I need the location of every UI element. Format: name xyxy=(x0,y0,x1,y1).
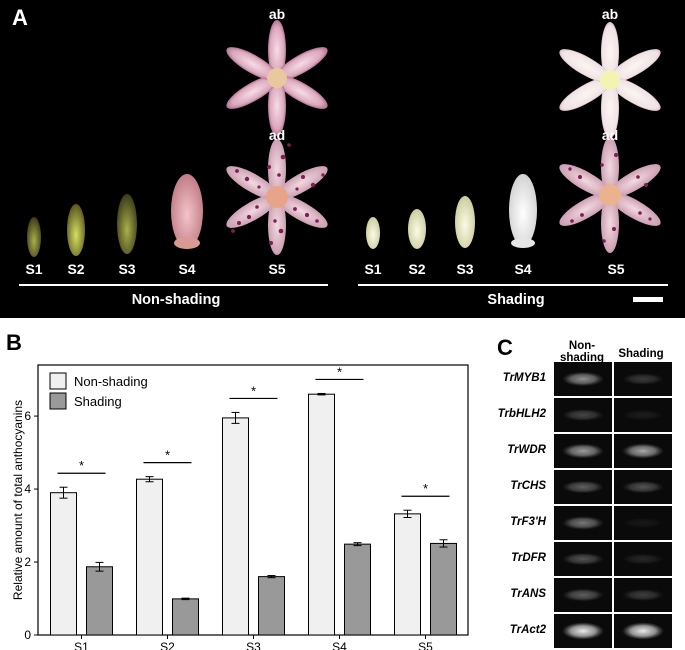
bar-non-shading xyxy=(136,478,163,636)
gene-label: TrCHS xyxy=(510,480,546,492)
bar-shading xyxy=(430,542,457,636)
gel-band xyxy=(622,409,664,421)
gel-band xyxy=(562,588,604,602)
significance-star: * xyxy=(165,448,170,463)
bar-shading xyxy=(172,598,199,636)
non-shading-flower-ad xyxy=(222,139,332,255)
gel-band xyxy=(562,552,604,566)
x-tick-label: S1 xyxy=(74,640,89,650)
gene-label: TrbHLH2 xyxy=(497,408,546,420)
panel-c-letter: C xyxy=(497,335,513,360)
gel-band xyxy=(562,443,604,459)
gel-band xyxy=(622,443,664,459)
gel-head-line: shading xyxy=(559,352,605,364)
stage-label-ns: S5 xyxy=(268,261,286,277)
gel-band xyxy=(622,480,664,494)
gene-label: TrMYB1 xyxy=(502,372,546,384)
stage-label-s: S3 xyxy=(456,261,474,277)
stage-label-ns: S1 xyxy=(25,261,43,277)
gel-band xyxy=(622,373,664,385)
bar-shading xyxy=(86,566,113,636)
rt-pcr-gel xyxy=(554,362,672,648)
stage-label-ns: S3 xyxy=(118,261,136,277)
gel-band xyxy=(622,589,664,601)
flower-photo xyxy=(27,20,665,302)
bar-non-shading xyxy=(308,393,335,636)
face-label-ab-ns: ab xyxy=(268,6,286,22)
face-label-ad-s: ad xyxy=(601,127,619,143)
shading-flower-ad xyxy=(555,137,665,253)
stage-label-ns: S2 xyxy=(67,261,85,277)
significance-star: * xyxy=(423,481,428,496)
gel-band xyxy=(562,371,604,387)
bar-shading xyxy=(258,576,285,636)
x-tick-label: S5 xyxy=(418,640,433,650)
y-tick-label: 4 xyxy=(24,482,31,496)
legend-swatch xyxy=(49,392,67,410)
significance-star: * xyxy=(251,383,256,398)
x-tick-label: S2 xyxy=(160,640,175,650)
gel-band xyxy=(562,622,604,640)
gene-label: TrWDR xyxy=(507,444,546,456)
legend-label: Shading xyxy=(74,394,122,409)
y-axis-label: Relative amount of total anthocyanins xyxy=(11,400,25,600)
gene-label: TrANS xyxy=(510,588,546,600)
group-line-non-shading xyxy=(19,284,328,286)
y-tick-label: 2 xyxy=(24,555,31,569)
bar-non-shading xyxy=(394,513,421,636)
bar-non-shading xyxy=(50,492,77,636)
gel-head-line: Non- xyxy=(568,340,596,352)
panel-a-photo: A xyxy=(0,0,685,318)
group-label-non-shading: Non-shading xyxy=(131,292,221,308)
stage-label-s: S4 xyxy=(514,261,532,277)
stage-label-s: S5 xyxy=(607,261,625,277)
x-tick-label: S4 xyxy=(332,640,347,650)
face-label-ab-s: ab xyxy=(601,6,619,22)
bar-shading xyxy=(344,543,371,636)
legend-swatch xyxy=(49,372,67,390)
stage-label-ns: S4 xyxy=(178,261,196,277)
gel-head-shading: Shading xyxy=(618,348,664,360)
gel-band xyxy=(622,553,664,565)
significance-star: * xyxy=(79,458,84,473)
significance-star: * xyxy=(337,364,342,379)
y-tick-label: 0 xyxy=(24,628,31,642)
stage-label-s: S2 xyxy=(408,261,426,277)
gel-band xyxy=(562,409,604,421)
gene-label: TrAct2 xyxy=(509,624,546,636)
shading-flower-ab xyxy=(555,22,665,138)
legend-label: Non-shading xyxy=(74,374,148,389)
scale-bar xyxy=(633,297,663,302)
gel-head-non-shading: Non- shading xyxy=(553,340,611,364)
panel-a-letter: A xyxy=(12,5,28,30)
face-label-ad-ns: ad xyxy=(268,127,286,143)
gene-label: TrDFR xyxy=(511,552,546,564)
non-shading-buds xyxy=(27,174,203,257)
gel-band xyxy=(562,516,604,530)
gel-band xyxy=(622,622,664,640)
stage-label-s: S1 xyxy=(364,261,382,277)
shading-buds xyxy=(366,174,537,249)
bar-non-shading xyxy=(222,417,249,636)
group-label-shading: Shading xyxy=(487,292,545,308)
x-tick-label: S3 xyxy=(246,640,261,650)
gel-band xyxy=(562,480,604,494)
non-shading-flower-ab xyxy=(222,20,332,136)
group-line-shading xyxy=(358,284,668,286)
panel-b-letter: B xyxy=(6,330,22,355)
y-tick-label: 6 xyxy=(24,409,31,423)
gene-label: TrF3'H xyxy=(510,516,546,528)
gel-band xyxy=(622,517,664,529)
